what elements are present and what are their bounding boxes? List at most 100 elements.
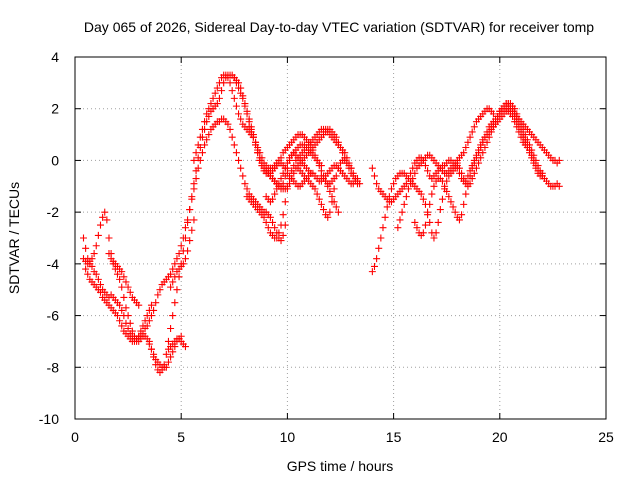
data-point (192, 167, 200, 175)
data-point (411, 169, 419, 177)
y-axis-label: SDTVAR / TECUs (6, 182, 22, 294)
data-point (96, 221, 104, 229)
data-point (192, 149, 200, 157)
y-tick-label: -10 (39, 411, 59, 427)
data-point (269, 195, 277, 203)
data-point (532, 156, 540, 164)
data-point (317, 162, 325, 170)
data-point (421, 162, 429, 170)
data-point (315, 195, 323, 203)
data-point (169, 278, 177, 286)
data-point (181, 234, 189, 242)
data-point (424, 211, 432, 219)
data-point (468, 128, 476, 136)
data-point (468, 175, 476, 183)
data-point (118, 322, 126, 330)
data-point (521, 131, 529, 139)
data-point (84, 270, 92, 278)
data-point (477, 154, 485, 162)
data-point (211, 89, 219, 97)
data-point (277, 221, 285, 229)
data-point (205, 105, 213, 113)
data-point (241, 180, 249, 188)
x-tick-labels: 0 5 10 15 20 25 (71, 429, 614, 445)
data-point (419, 195, 427, 203)
data-point (262, 218, 270, 226)
x-axis-label: GPS time / hours (287, 458, 394, 474)
data-point (158, 366, 166, 374)
data-point (394, 224, 402, 232)
y-tick-label: -2 (47, 204, 60, 220)
data-point (269, 218, 277, 226)
data-point (424, 167, 432, 175)
data-point (375, 244, 383, 252)
data-point (277, 237, 285, 245)
data-point (349, 169, 357, 177)
data-point (118, 306, 126, 314)
data-point (152, 361, 160, 369)
data-point (101, 208, 109, 216)
data-point (438, 195, 446, 203)
data-point (207, 100, 215, 108)
data-point (230, 94, 238, 102)
data-point (190, 156, 198, 164)
data-point (179, 260, 187, 268)
chart-title: Day 065 of 2026, Sidereal Day-to-day VTE… (84, 19, 594, 35)
data-point (409, 175, 417, 183)
data-point (462, 190, 470, 198)
data-point (470, 169, 478, 177)
data-point (283, 185, 291, 193)
data-point (453, 159, 461, 167)
data-point (489, 123, 497, 131)
data-point (156, 286, 164, 294)
data-point (209, 94, 217, 102)
data-point (379, 224, 387, 232)
data-point (334, 164, 342, 172)
data-point (555, 156, 563, 164)
data-point (94, 231, 102, 239)
data-point (256, 156, 264, 164)
data-point (118, 283, 126, 291)
data-point (169, 265, 177, 273)
data-point (555, 182, 563, 190)
data-point (383, 203, 391, 211)
data-point (434, 218, 442, 226)
data-point (458, 211, 466, 219)
data-point (167, 270, 175, 278)
data-point (192, 175, 200, 183)
data-point (79, 234, 87, 242)
x-tick-label: 25 (598, 429, 614, 445)
data-point (232, 149, 240, 157)
data-point (526, 141, 534, 149)
data-point (254, 149, 262, 157)
data-point (288, 167, 296, 175)
data-point (116, 301, 124, 309)
data-point (271, 224, 279, 232)
data-point (277, 175, 285, 183)
data-point (205, 131, 213, 139)
data-point (113, 312, 121, 320)
data-point (281, 198, 289, 206)
data-point (398, 208, 406, 216)
data-point (145, 337, 153, 345)
data-point (135, 301, 143, 309)
series-3 (145, 71, 315, 376)
data-point (460, 175, 468, 183)
data-point (122, 304, 130, 312)
data-point (260, 213, 268, 221)
data-point (122, 278, 130, 286)
data-point (417, 190, 425, 198)
data-point (215, 79, 223, 87)
data-point (330, 185, 338, 193)
data-point (447, 198, 455, 206)
data-point (218, 87, 226, 95)
data-point (239, 94, 247, 102)
data-point (232, 102, 240, 110)
series-20 (317, 172, 338, 188)
data-point (228, 87, 236, 95)
data-point (235, 84, 243, 92)
data-point (96, 288, 104, 296)
data-point (235, 110, 243, 118)
data-point (92, 242, 100, 250)
data-point (472, 164, 480, 172)
